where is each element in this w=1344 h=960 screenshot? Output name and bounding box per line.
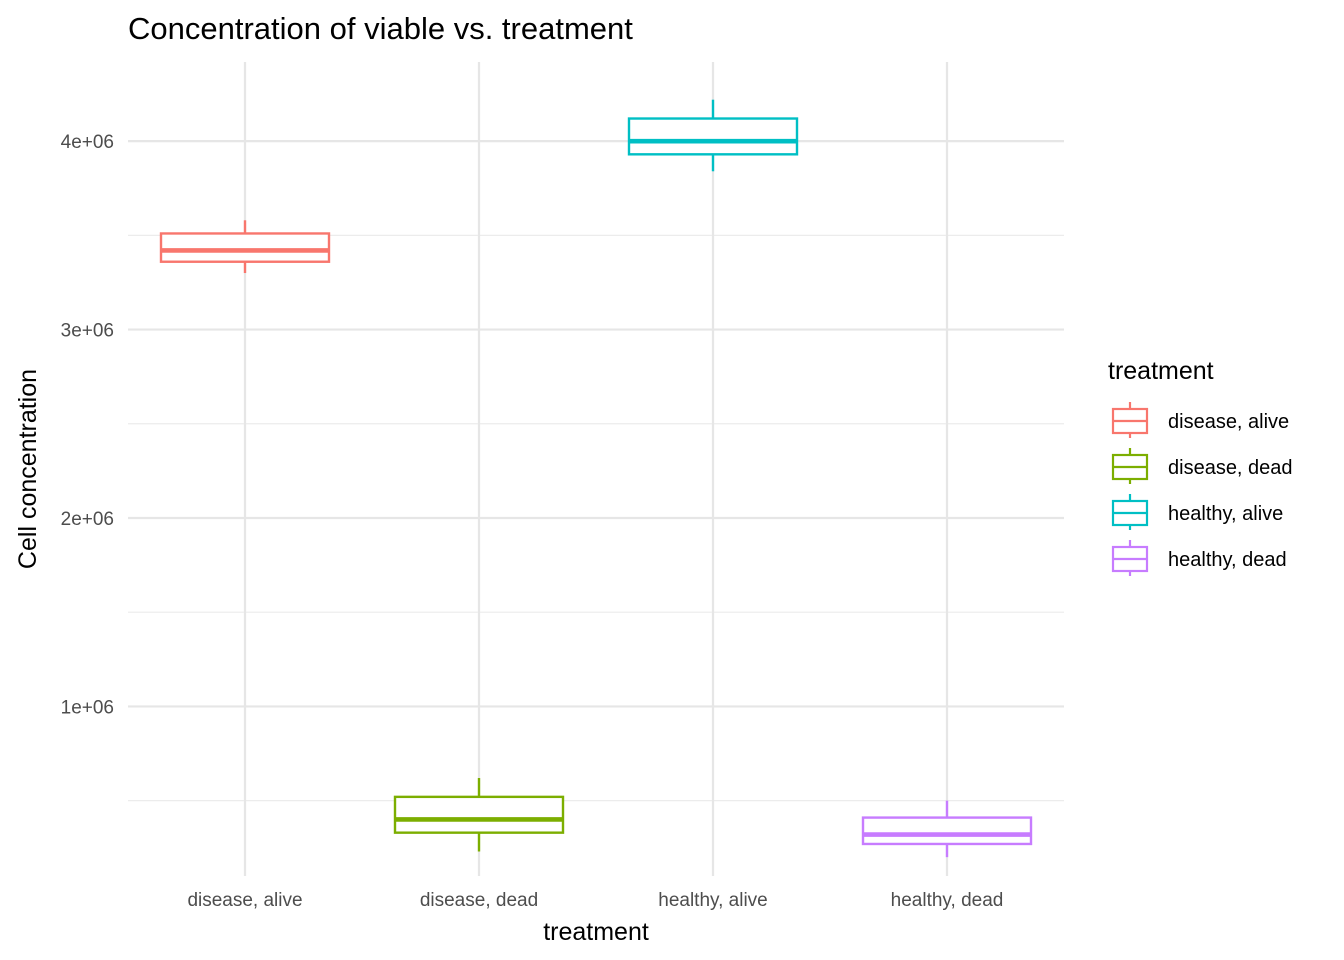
legend-title: treatment xyxy=(1108,357,1214,385)
legend: treatment disease, alive disease, dead hea… xyxy=(1108,357,1293,576)
y-tick-label: 3e+06 xyxy=(61,321,114,342)
legend-label: healthy, alive xyxy=(1168,503,1283,525)
x-tick-label: disease, alive xyxy=(187,890,302,911)
box-4 xyxy=(861,800,1033,858)
chart-title: Concentration of viable vs. treatment xyxy=(128,11,633,46)
box-2 xyxy=(393,778,565,852)
legend-entry: healthy, alive xyxy=(1111,494,1283,530)
box-iqr xyxy=(861,816,1033,846)
box-iqr xyxy=(627,117,799,156)
legend-label: disease, alive xyxy=(1168,411,1289,433)
legend-label: healthy, dead xyxy=(1168,549,1287,571)
box-iqr xyxy=(159,232,331,263)
legend-entry: healthy, dead xyxy=(1111,540,1287,576)
box-1 xyxy=(159,220,331,274)
y-axis-ticks: 1e+06 2e+06 3e+06 4e+06 xyxy=(61,132,114,718)
y-tick-label: 4e+06 xyxy=(61,132,114,153)
gridlines xyxy=(128,62,1064,876)
legend-entry: disease, dead xyxy=(1111,448,1293,484)
x-tick-label: disease, dead xyxy=(420,890,538,911)
box-iqr xyxy=(393,795,565,834)
legend-entries: disease, alive disease, dead healthy, aliv… xyxy=(1111,402,1293,576)
x-tick-label: healthy, alive xyxy=(658,890,768,911)
y-axis-title: Cell concentration xyxy=(14,369,42,569)
y-tick-label: 1e+06 xyxy=(61,697,114,718)
x-axis-title: treatment xyxy=(543,918,649,946)
box-3 xyxy=(627,99,799,172)
x-tick-label: healthy, dead xyxy=(891,890,1004,911)
legend-entry: disease, alive xyxy=(1111,402,1289,438)
legend-label: disease, dead xyxy=(1168,457,1293,479)
box-series xyxy=(159,99,1033,858)
x-axis-ticks: disease, alive disease, dead healthy, aliv… xyxy=(187,890,1003,911)
y-tick-label: 2e+06 xyxy=(61,509,114,530)
